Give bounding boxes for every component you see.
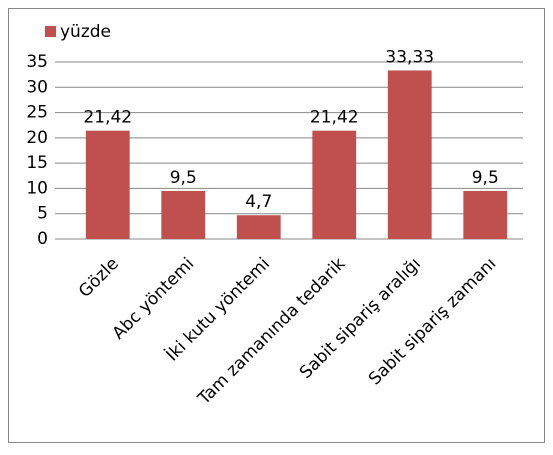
y-tick-label: 5	[37, 204, 48, 224]
legend-swatch	[45, 26, 56, 37]
y-tick-label: 30	[26, 77, 48, 97]
bar	[161, 190, 206, 239]
bar	[387, 70, 432, 239]
bar	[463, 190, 508, 239]
value-label: 33,33	[385, 47, 434, 67]
y-tick-label: 0	[37, 229, 48, 249]
y-tick-label: 25	[26, 103, 48, 123]
y-tick-label: 35	[26, 52, 48, 72]
y-tick-label: 20	[26, 128, 48, 148]
value-label: 21,42	[83, 108, 132, 128]
bar	[236, 215, 281, 239]
value-label: 4,7	[245, 192, 272, 212]
bar	[85, 130, 130, 239]
value-label: 9,5	[472, 168, 499, 188]
legend-label: yüzde	[60, 22, 111, 42]
y-tick-label: 15	[26, 153, 48, 173]
y-tick-label: 10	[26, 178, 48, 198]
bar	[312, 130, 357, 239]
value-label: 21,42	[310, 108, 359, 128]
value-label: 9,5	[170, 168, 197, 188]
